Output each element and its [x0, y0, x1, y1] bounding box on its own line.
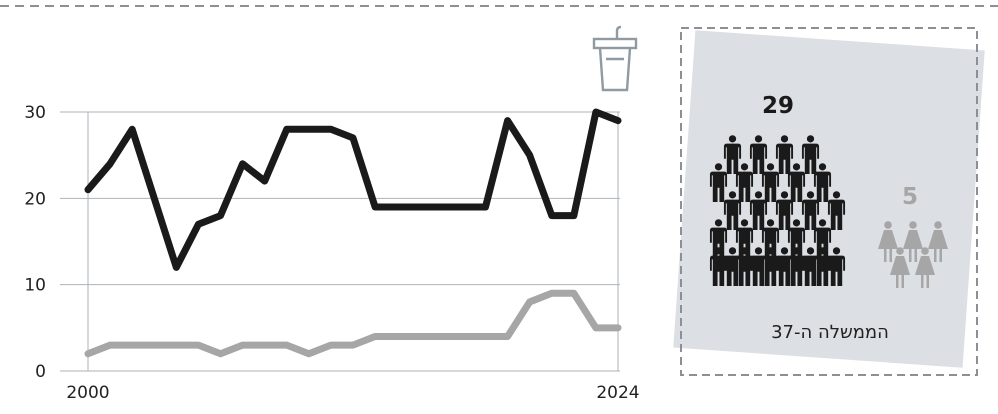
y-tick-label: 30 — [24, 103, 46, 123]
series-line-women — [84, 289, 622, 358]
x-tick-label: 2000 — [66, 383, 109, 403]
government-label: הממשלה ה-37 — [771, 322, 889, 343]
men-count: 29 — [762, 93, 794, 119]
series-line-men — [84, 108, 622, 271]
government-panel: 29 5 הממשלה ה-37 — [673, 27, 985, 376]
panel-background — [673, 30, 985, 368]
x-tick-label: 2024 — [596, 383, 639, 403]
podium-icon — [592, 25, 638, 92]
women-count: 5 — [902, 184, 918, 210]
line-chart: 0 10 20 30 2000 2024 — [24, 103, 639, 403]
y-tick-label: 10 — [24, 276, 46, 296]
panel-dashed-frame — [680, 27, 978, 376]
y-tick-label: 20 — [24, 189, 46, 209]
y-tick-label: 0 — [35, 362, 46, 382]
